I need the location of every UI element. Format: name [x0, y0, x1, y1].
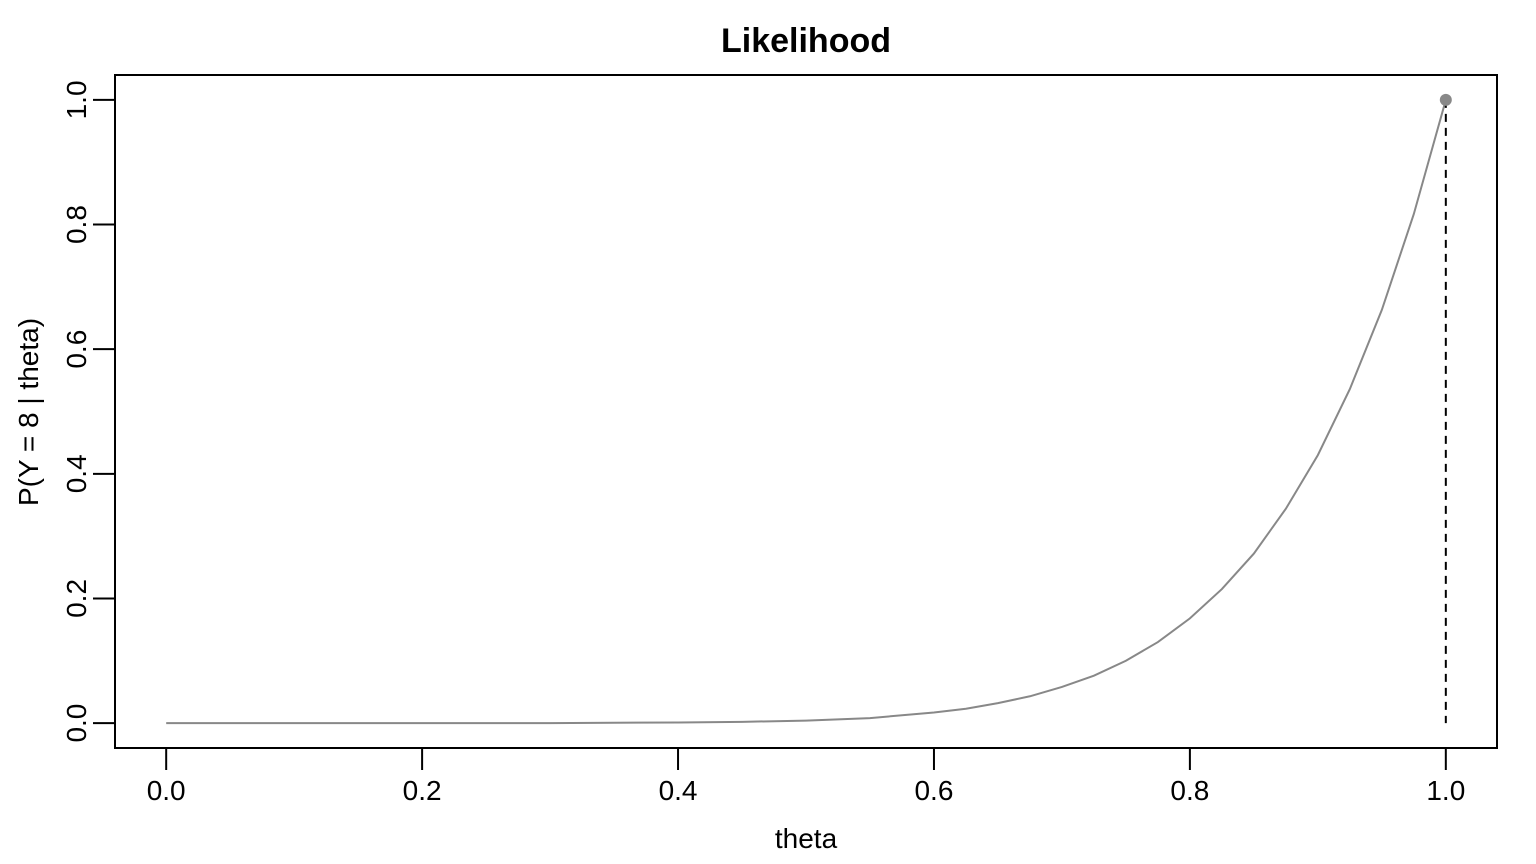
y-axis-label: P(Y = 8 | theta) — [13, 318, 44, 506]
y-tick-label: 0.0 — [61, 704, 92, 743]
x-tick-label: 0.2 — [403, 775, 442, 806]
y-tick-label: 0.2 — [61, 579, 92, 618]
x-tick-label: 0.8 — [1170, 775, 1209, 806]
x-axis-label: theta — [775, 823, 838, 854]
y-tick-label: 0.4 — [61, 454, 92, 493]
x-tick-label: 0.6 — [914, 775, 953, 806]
x-tick-label: 1.0 — [1426, 775, 1465, 806]
y-tick-label: 0.6 — [61, 330, 92, 369]
plot-frame — [114, 74, 1498, 749]
x-tick-label: 0.0 — [147, 775, 186, 806]
x-tick-label: 0.4 — [659, 775, 698, 806]
max-point — [1439, 93, 1452, 106]
y-tick-label: 0.8 — [61, 205, 92, 244]
chart-title: Likelihood — [721, 22, 891, 60]
line — [166, 99, 1447, 725]
y-tick-label: 1.0 — [61, 80, 92, 119]
